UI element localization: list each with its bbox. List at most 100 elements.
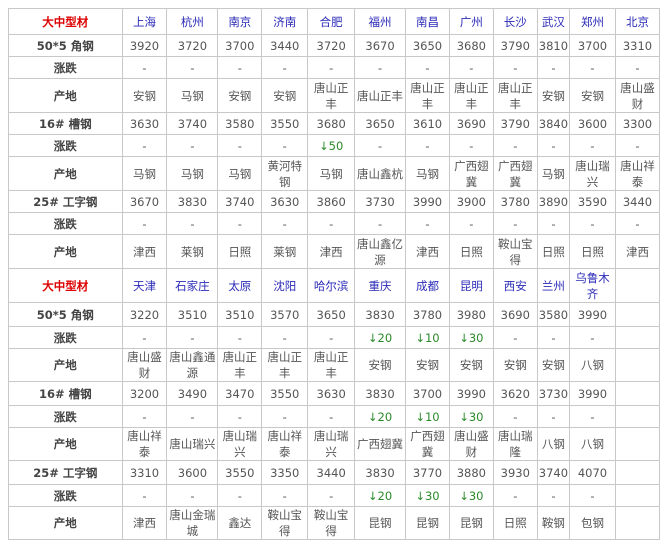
city-header: 太原 [217, 268, 263, 303]
price-row: 16# 槽钢 3630 3740 3580 3550 3680 3650 3610 3690 37… [8, 112, 660, 135]
change-cell: - [217, 134, 263, 157]
change-row: 涨跌 - - - - - ↓20 ↓10 ↓30- - - [8, 405, 660, 428]
price-cell: 3580 [536, 302, 571, 327]
price-cell: 3730 [536, 381, 571, 406]
price-row: 50*5 角钢 3220 3510 3510 3570 3650 3830 3780 3980 3… [8, 302, 660, 327]
city-header: 重庆 [354, 268, 406, 303]
price-cell: 3880 [448, 460, 494, 485]
change-cell: - [261, 56, 309, 79]
change-cell: - [354, 56, 406, 79]
origin-cell: 安钢 [217, 78, 263, 113]
change-cell: - [492, 134, 538, 157]
change-cell: - [121, 405, 168, 428]
price-cell: 3570 [261, 302, 309, 327]
price-cell: 3680 [307, 112, 356, 135]
origin-cell: 广西翅冀 [448, 156, 494, 191]
city-header: 哈尔滨 [307, 268, 356, 303]
change-cell: - [569, 484, 616, 507]
change-row: 涨跌 - - - - ↓50- - - - - - - [8, 134, 660, 157]
price-cell: 3920 [121, 34, 168, 57]
change-cell: - [569, 326, 616, 349]
city-header [614, 268, 660, 303]
price-cell: 3830 [166, 190, 219, 213]
city-header: 广州 [448, 8, 494, 35]
origin-cell: 唐山正丰 [354, 78, 406, 113]
origin-cell: 唐山祥泰 [614, 156, 660, 191]
origin-cell: 日照 [569, 234, 616, 269]
change-cell: - [405, 134, 450, 157]
origin-cell: 唐山瑞兴 [217, 427, 263, 461]
origin-cell: 唐山正丰 [448, 78, 494, 113]
origin-cell: 广西翅冀 [492, 156, 538, 191]
category-header: 大中型材 [8, 8, 123, 35]
origin-cell: 日照 [536, 234, 571, 269]
row-label: 产地 [8, 78, 123, 113]
city-header: 北京 [614, 8, 660, 35]
row-label: 产地 [8, 427, 123, 461]
origin-cell [614, 427, 660, 461]
city-header: 成都 [405, 268, 450, 303]
change-cell: - [217, 405, 263, 428]
price-row: 50*5 角钢 3920 3720 3700 3440 3720 3670 3650 3680 3… [8, 34, 660, 57]
price-cell [614, 460, 660, 485]
origin-cell: 津西 [121, 234, 168, 269]
change-cell: - [307, 326, 356, 349]
change-cell: - [492, 212, 538, 235]
price-cell: 3980 [448, 302, 494, 327]
change-cell: - [354, 134, 406, 157]
price-cell: 3470 [217, 381, 263, 406]
change-cell: - [166, 405, 219, 428]
change-cell: - [121, 212, 168, 235]
origin-cell: 莱钢 [261, 234, 309, 269]
origin-cell: 唐山正丰 [405, 78, 450, 113]
change-cell: ↓10 [405, 405, 450, 428]
price-cell: 3700 [569, 34, 616, 57]
price-cell: 3990 [448, 381, 494, 406]
row-label: 涨跌 [8, 134, 123, 157]
origin-cell: 唐山鑫亿源 [354, 234, 406, 269]
price-cell: 3510 [217, 302, 263, 327]
origin-cell: 安钢 [354, 348, 406, 382]
price-cell: 3600 [569, 112, 616, 135]
origin-cell: 唐山瑞兴 [307, 427, 356, 461]
price-cell: 4070 [569, 460, 616, 485]
origin-cell: 日照 [492, 506, 538, 540]
origin-cell: 唐山鑫通源 [166, 348, 219, 382]
change-cell: - [448, 212, 494, 235]
row-label: 涨跌 [8, 484, 123, 507]
origin-cell: 津西 [614, 234, 660, 269]
change-cell [614, 405, 660, 428]
change-cell: - [217, 56, 263, 79]
city-header: 石家庄 [166, 268, 219, 303]
change-cell: - [307, 212, 356, 235]
change-cell: ↓10 [405, 326, 450, 349]
origin-cell: 马钢 [307, 156, 356, 191]
change-cell: - [614, 56, 660, 79]
change-cell: ↓30 [405, 484, 450, 507]
price-cell: 3720 [166, 34, 219, 57]
row-label: 16# 槽钢 [8, 381, 123, 406]
price-cell: 3550 [217, 460, 263, 485]
origin-row: 产地 安钢 马钢 安钢 安钢 唐山正丰 唐山正丰 唐山正丰 唐山正丰 唐山正丰 安钢 安钢 唐山盛财 [8, 78, 660, 113]
price-cell: 3350 [261, 460, 309, 485]
change-cell: - [569, 56, 616, 79]
change-cell: - [307, 405, 356, 428]
price-cell: 3700 [217, 34, 263, 57]
price-cell: 3840 [536, 112, 571, 135]
origin-cell: 唐山盛财 [614, 78, 660, 113]
origin-cell: 唐山正丰 [261, 348, 309, 382]
change-cell: - [121, 134, 168, 157]
change-cell: - [492, 405, 538, 428]
price-cell: 3630 [121, 112, 168, 135]
origin-cell: 马钢 [121, 156, 168, 191]
row-label: 产地 [8, 234, 123, 269]
change-row: 涨跌 - - - - - - - - - - - - [8, 212, 660, 235]
change-cell: - [166, 134, 219, 157]
change-cell: - [307, 56, 356, 79]
change-cell: - [536, 56, 571, 79]
origin-cell: 唐山盛财 [448, 427, 494, 461]
origin-cell: 安钢 [536, 348, 571, 382]
origin-cell: 鞍山宝得 [492, 234, 538, 269]
change-cell [614, 484, 660, 507]
price-cell: 3780 [405, 302, 450, 327]
